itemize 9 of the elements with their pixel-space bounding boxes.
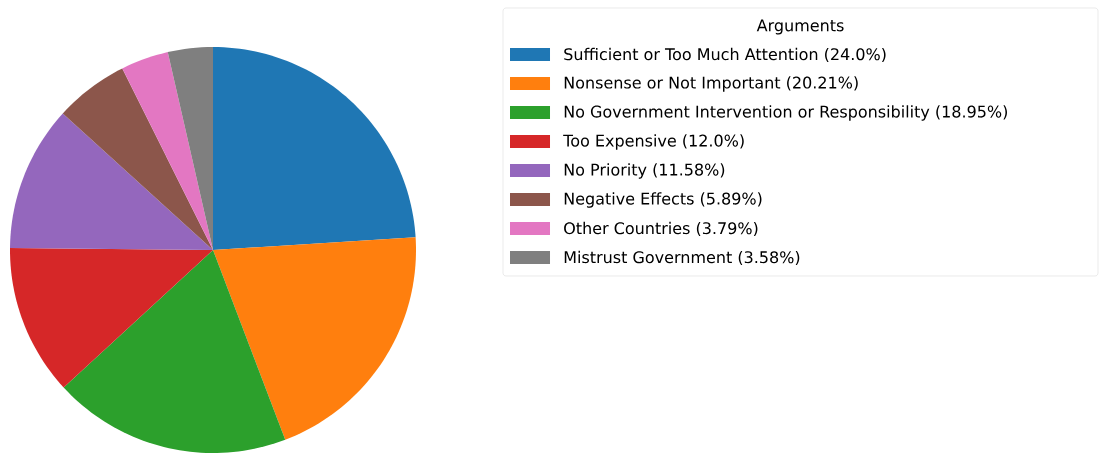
legend-label: Nonsense or Not Important (20.21%) — [564, 76, 858, 92]
legend-label: Mistrust Government (3.58%) — [564, 250, 800, 266]
legend-label: Too Expensive (12.0%) — [563, 134, 744, 150]
legend-label: No Government Intervention or Responsibility (18.95%) — [564, 105, 1007, 121]
legend-title: Arguments — [756, 19, 844, 35]
legend-label: Negative Effects (5.89%) — [564, 192, 762, 208]
legend-label: Sufficient or Too Much Attention (24.0%) — [564, 47, 886, 63]
legend-label: Other Countries (3.79%) — [564, 221, 758, 237]
legend-label: No Priority (11.58%) — [564, 163, 725, 179]
